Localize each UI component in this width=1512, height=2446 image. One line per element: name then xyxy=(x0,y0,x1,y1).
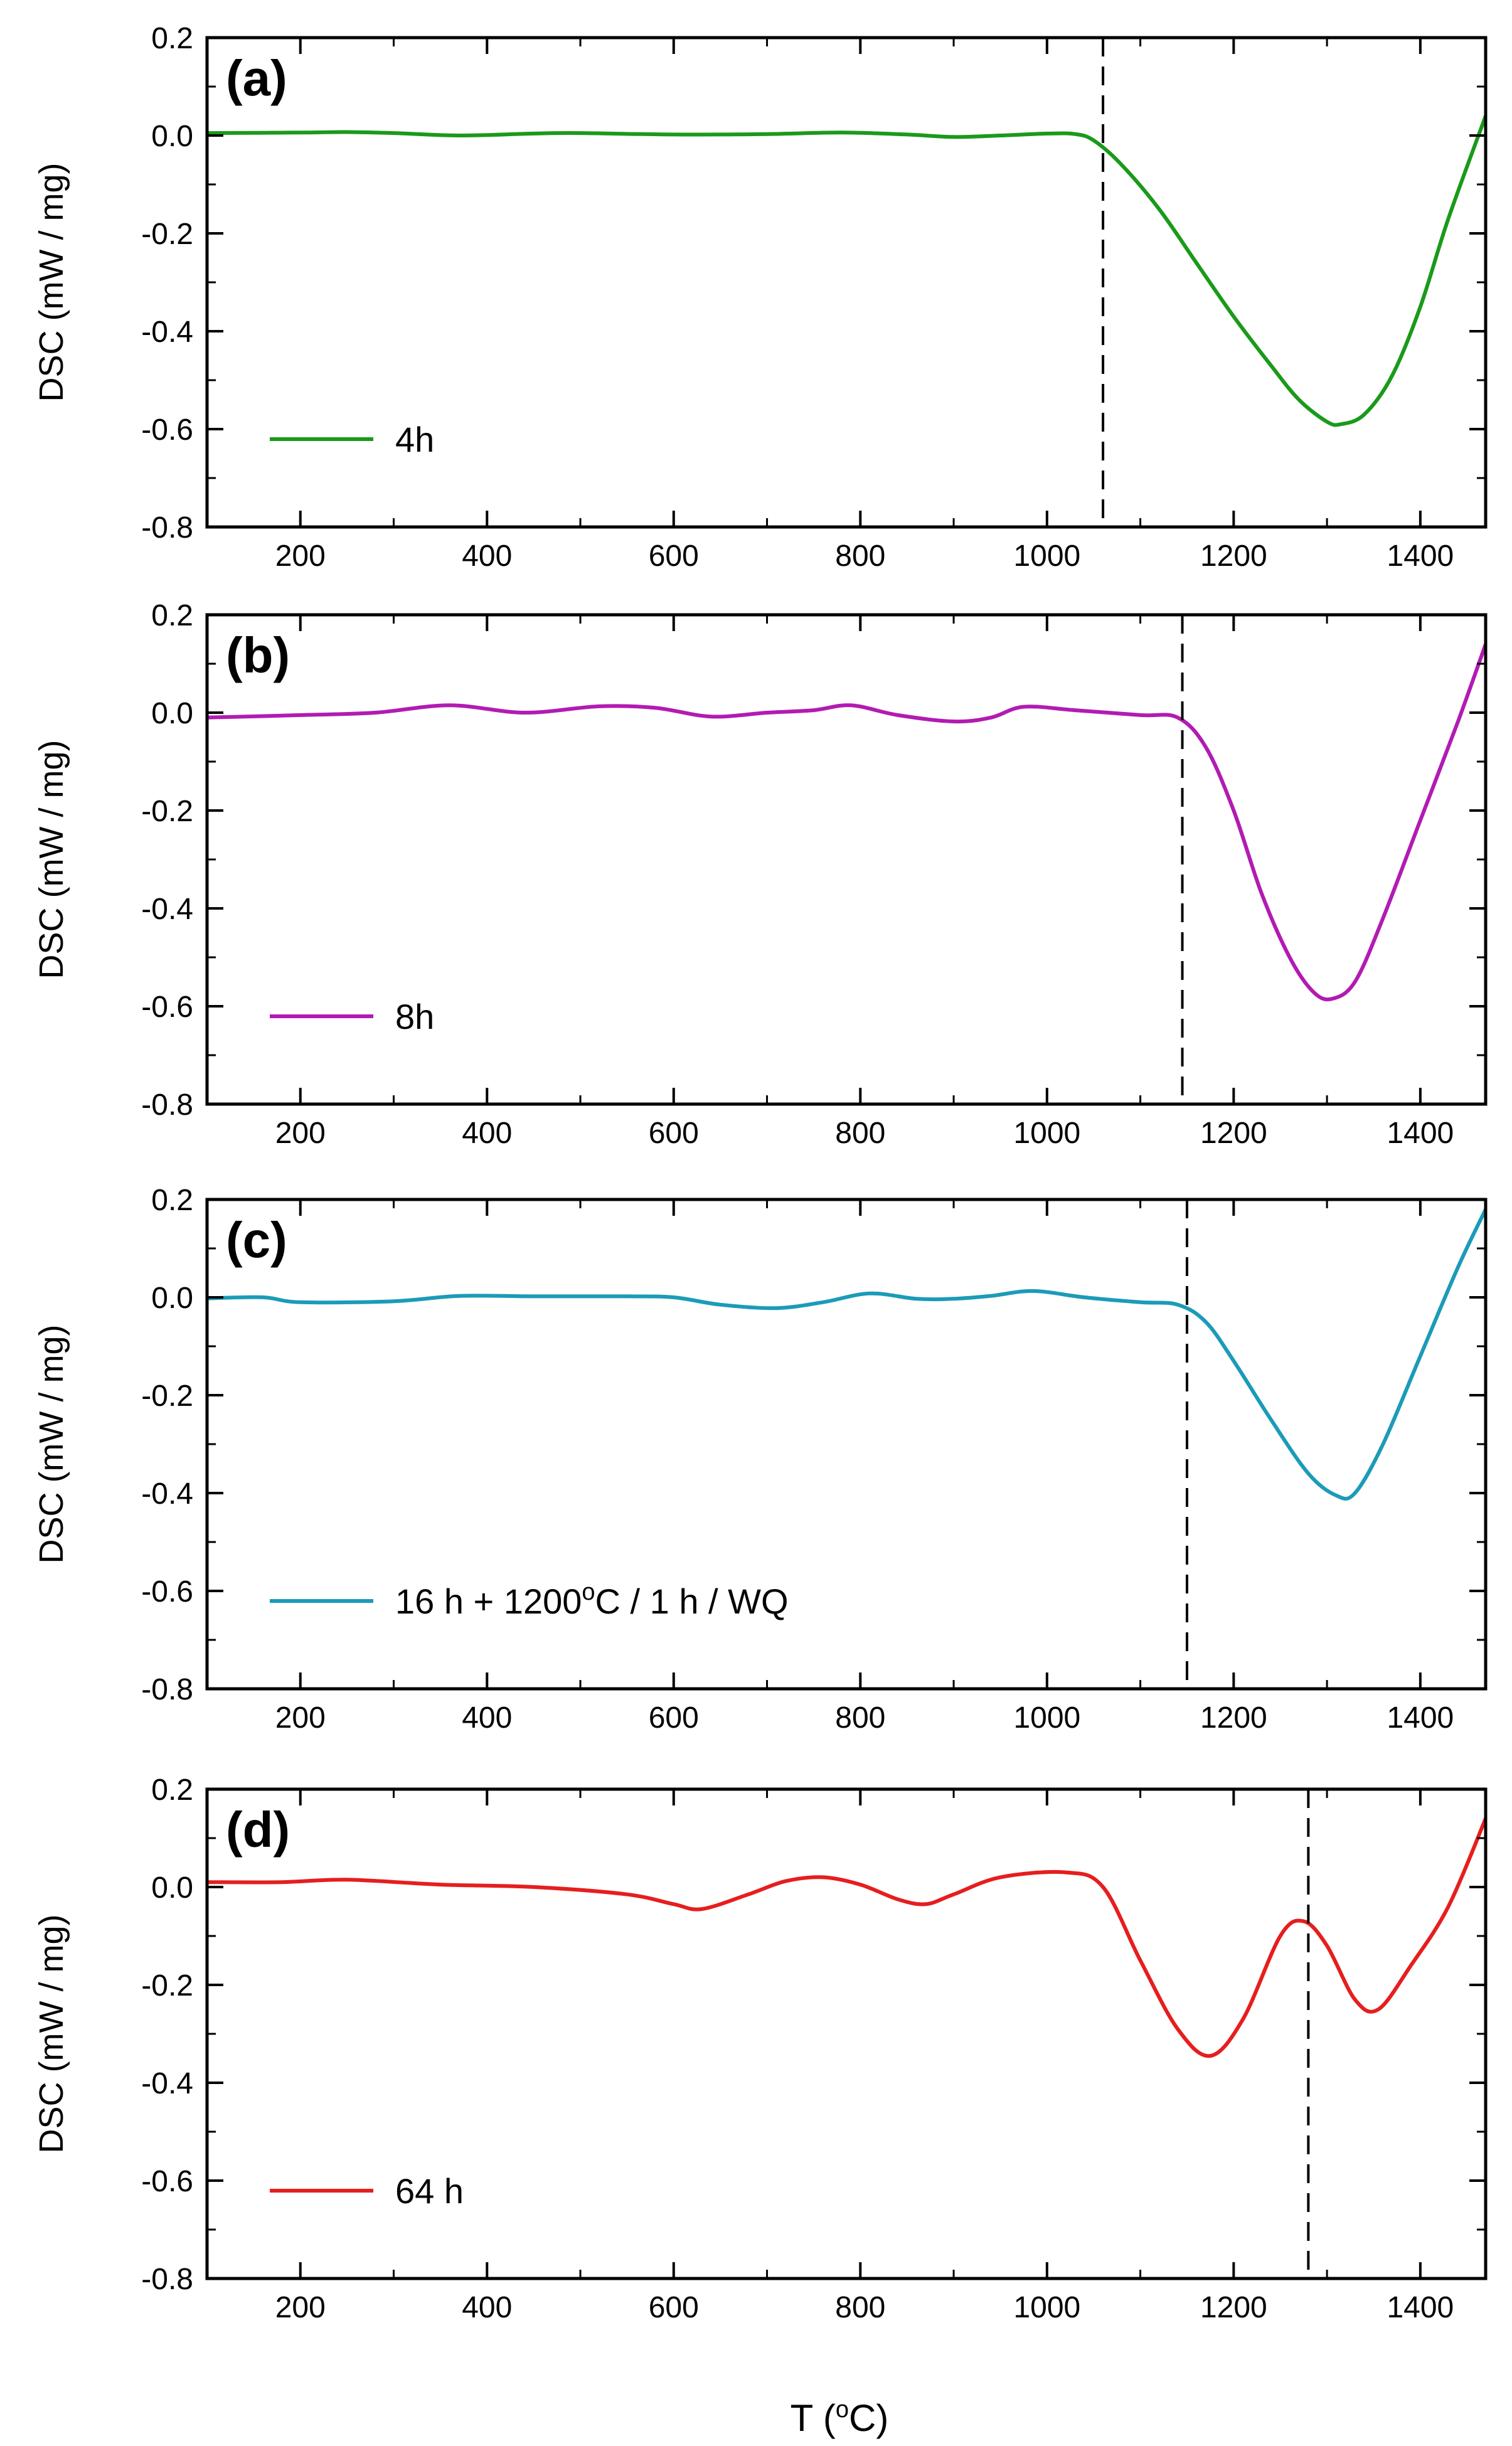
y-tick-label: -0.4 xyxy=(141,1477,193,1511)
y-tick-label: -0.4 xyxy=(141,893,193,926)
series-line xyxy=(207,1208,1486,1501)
y-tick-label: -0.8 xyxy=(141,2263,193,2296)
x-tick-label: 1000 xyxy=(1013,2291,1080,2324)
legend-label: 4h xyxy=(395,420,434,459)
x-axis-label-sup: o xyxy=(836,2396,849,2423)
x-tick-label: 1000 xyxy=(1013,1117,1080,1150)
x-tick-label: 1400 xyxy=(1387,540,1454,573)
y-tick-label: -0.2 xyxy=(141,795,193,828)
x-tick-label: 400 xyxy=(462,540,512,573)
y-axis-label: DSC (mW / mg) xyxy=(33,740,70,979)
panel-label: (a) xyxy=(226,50,287,106)
x-tick-label: 800 xyxy=(835,1701,885,1735)
legend-label: 16 h + 1200oC / 1 h / WQ xyxy=(395,1579,789,1621)
x-tick-label: 200 xyxy=(275,540,326,573)
y-tick-label: 0.2 xyxy=(151,1773,193,1807)
y-tick-label: -0.4 xyxy=(141,2067,193,2100)
x-tick-label: 1200 xyxy=(1200,1701,1267,1735)
y-tick-label: -0.8 xyxy=(141,1673,193,1706)
x-axis-label-end: C) xyxy=(849,2397,888,2439)
series-line xyxy=(207,643,1486,1002)
legend-label: 8h xyxy=(395,997,434,1036)
x-tick-label: 1000 xyxy=(1013,1701,1080,1735)
panel-d: 0.2 0.0 -0.2 -0.4 -0.6 -0.8 200 400 600 800 1000 12… xyxy=(33,1773,1488,2324)
x-axis-label: T (oC) xyxy=(791,2396,889,2439)
x-tick-label: 1200 xyxy=(1200,1117,1267,1150)
x-axis-label-main: T ( xyxy=(791,2397,836,2439)
x-tick-label: 600 xyxy=(649,1701,699,1735)
y-tick-label: -0.4 xyxy=(141,316,193,349)
x-tick-label: 1000 xyxy=(1013,540,1080,573)
y-tick-label: -0.6 xyxy=(141,1575,193,1609)
y-tick-label: -0.6 xyxy=(141,2165,193,2198)
y-tick-label: 0.0 xyxy=(151,120,193,153)
series-line xyxy=(207,1817,1486,2058)
y-axis-label: DSC (mW / mg) xyxy=(33,163,70,402)
panel-c: 0.2 0.0 -0.2 -0.4 -0.6 -0.8 200 400 600 800 1000 12… xyxy=(33,1184,1488,1735)
panel-label: (b) xyxy=(226,627,290,683)
x-tick-label: 400 xyxy=(462,1701,512,1735)
y-tick-label: 0.0 xyxy=(151,1871,193,1905)
x-tick-label: 800 xyxy=(835,2291,885,2324)
x-tick-label: 800 xyxy=(835,1117,885,1150)
panel-label: (d) xyxy=(226,1802,290,1858)
x-tick-label: 200 xyxy=(275,2291,326,2324)
panel-label: (c) xyxy=(226,1212,287,1268)
x-tick-label: 600 xyxy=(649,540,699,573)
x-tick-label: 1400 xyxy=(1387,1701,1454,1735)
x-tick-label: 1400 xyxy=(1387,1117,1454,1150)
series-line xyxy=(207,115,1486,427)
y-tick-label: 0.0 xyxy=(151,1282,193,1315)
y-tick-label: 0.0 xyxy=(151,697,193,730)
x-tick-label: 200 xyxy=(275,1117,326,1150)
x-tick-label: 1400 xyxy=(1387,2291,1454,2324)
y-tick-label: -0.8 xyxy=(141,511,193,545)
y-tick-label: 0.2 xyxy=(151,22,193,55)
y-tick-label: -0.2 xyxy=(141,218,193,251)
legend-label: 64 h xyxy=(395,2171,464,2211)
y-tick-label: -0.2 xyxy=(141,1380,193,1413)
x-tick-label: 1200 xyxy=(1200,2291,1267,2324)
y-tick-label: 0.2 xyxy=(151,599,193,632)
x-tick-label: 600 xyxy=(649,1117,699,1150)
x-tick-label: 400 xyxy=(462,2291,512,2324)
y-axis-label: DSC (mW / mg) xyxy=(33,1915,70,2154)
panel-b: 0.2 0.0 -0.2 -0.4 -0.6 -0.8 200 400 600 800 1000 12… xyxy=(33,599,1488,1150)
y-tick-label: -0.6 xyxy=(141,991,193,1024)
x-tick-label: 1200 xyxy=(1200,540,1267,573)
x-tick-label: 200 xyxy=(275,1701,326,1735)
y-tick-label: 0.2 xyxy=(151,1184,193,1217)
x-tick-label: 600 xyxy=(649,2291,699,2324)
panel-a: 0.2 0.0 -0.2 -0.4 -0.6 -0.8 200 400 600 800 1000 12… xyxy=(33,22,1488,573)
y-tick-label: -0.2 xyxy=(141,1969,193,2002)
y-tick-label: -0.6 xyxy=(141,413,193,447)
y-tick-label: -0.8 xyxy=(141,1088,193,1122)
x-tick-label: 800 xyxy=(835,540,885,573)
y-axis-label: DSC (mW / mg) xyxy=(33,1325,70,1564)
x-tick-label: 400 xyxy=(462,1117,512,1150)
